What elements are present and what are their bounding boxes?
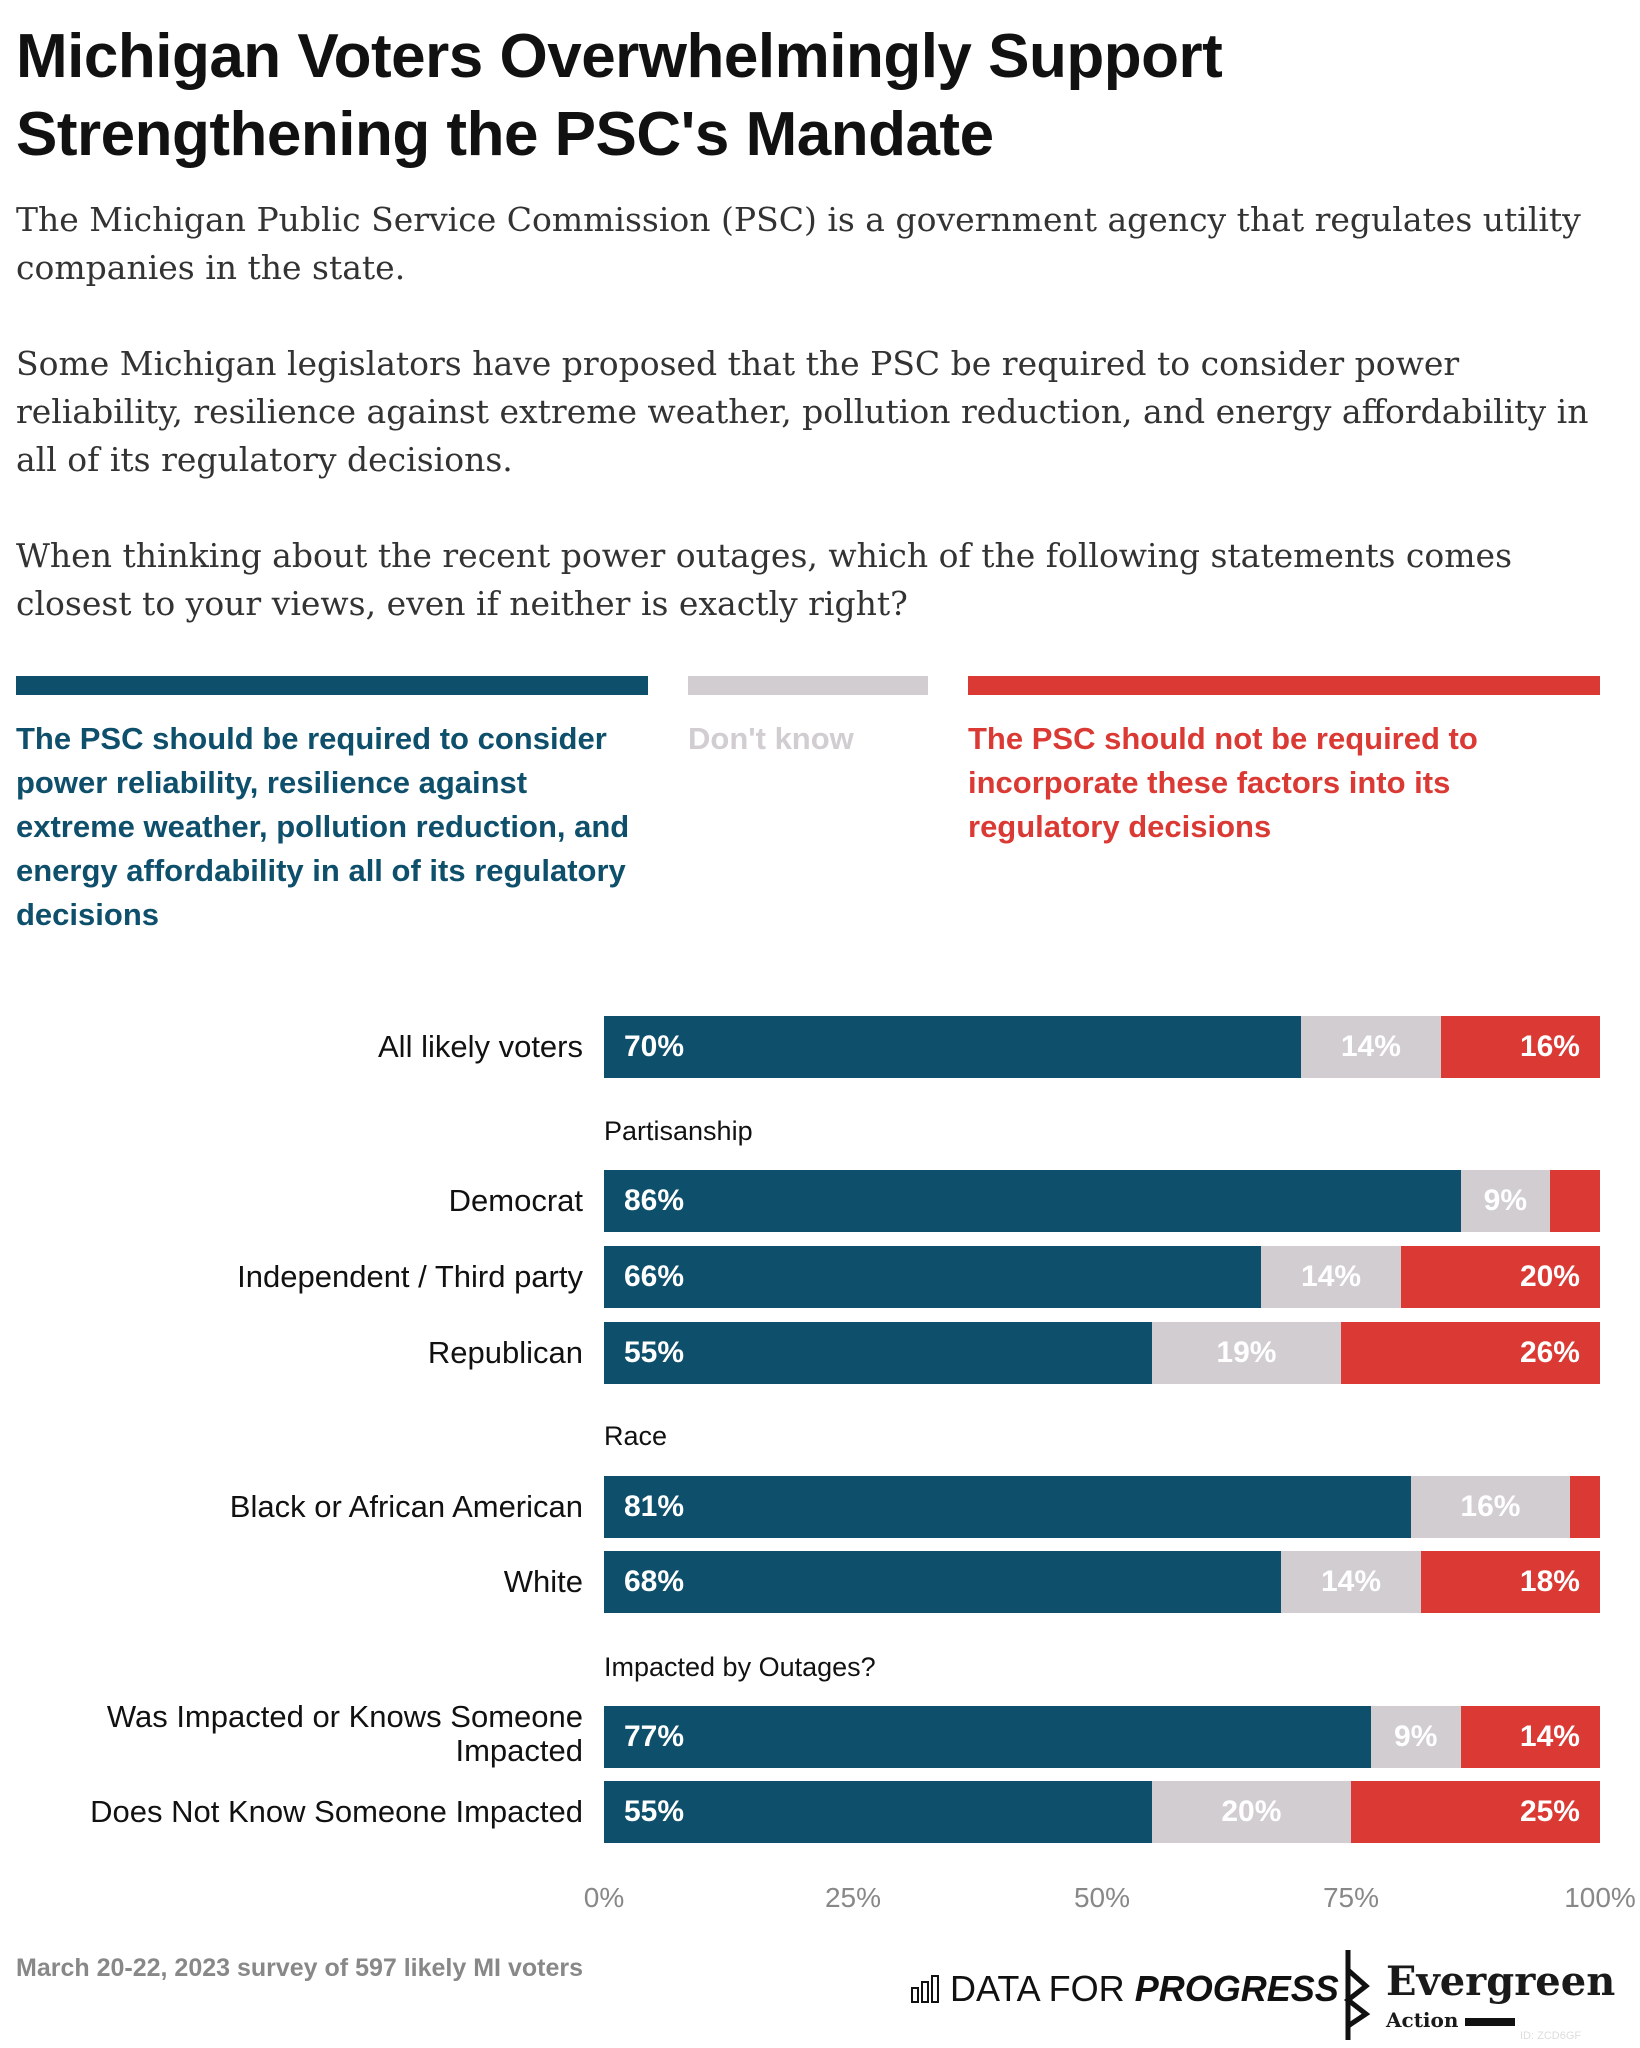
category-label: Independent / Third party: [237, 1259, 583, 1294]
bar-dont-know: 14%: [1301, 1016, 1441, 1078]
chart-id: ID: ZCD6GF: [1520, 2030, 1582, 2042]
data-label: 14%: [1519, 1720, 1580, 1753]
category-label: Was Impacted or Knows Someone Impacted: [106, 1699, 583, 1768]
bar-oppose: 18%: [1420, 1551, 1600, 1613]
bar-dont-know: 20%: [1151, 1781, 1351, 1843]
category-label: White: [503, 1564, 583, 1599]
data-label: 14%: [1340, 1030, 1401, 1063]
legend-label-support: The PSC should be required to consider p…: [16, 721, 630, 932]
x-tick-label: 50%: [1073, 1882, 1131, 1913]
bar-dont-know: 14%: [1261, 1246, 1401, 1308]
bar-oppose: 26%: [1341, 1322, 1600, 1384]
legend-swatch-oppose: [968, 676, 1600, 695]
category-label: Does Not Know Someone Impacted: [90, 1794, 583, 1829]
bar-oppose: [1570, 1476, 1600, 1538]
bar-support: 81%: [604, 1476, 1411, 1538]
data-label: 9%: [1483, 1184, 1528, 1217]
bar-dont-know: 19%: [1151, 1322, 1342, 1384]
evergreen-action-logo: Evergreen Action: [1342, 1950, 1615, 2040]
bar-row: 86% 9%: [604, 1170, 1600, 1232]
data-label: 20%: [1519, 1260, 1580, 1293]
data-label: 20%: [1221, 1795, 1282, 1828]
data-label: 86%: [624, 1184, 685, 1217]
data-label: 66%: [624, 1260, 685, 1293]
bar-row: 77% 9% 14%: [604, 1706, 1600, 1768]
bar-oppose: 16%: [1440, 1016, 1600, 1078]
legend-swatch-support: [16, 676, 648, 695]
bar-dont-know: 9%: [1460, 1170, 1551, 1232]
bar-support: 55%: [604, 1781, 1152, 1843]
bar-support: 55%: [604, 1322, 1152, 1384]
category-label: Republican: [427, 1335, 583, 1370]
data-for-progress-logo: DATA FOR PROGRESS: [910, 1968, 1339, 2010]
intro-paragraph: Some Michigan legislators have proposed …: [16, 344, 1589, 479]
data-label: 16%: [1460, 1490, 1521, 1523]
data-label: 26%: [1519, 1336, 1580, 1369]
bar-oppose: 20%: [1400, 1246, 1600, 1308]
category-label: All likely voters: [378, 1029, 583, 1064]
bar-row: 66% 14% 20%: [604, 1246, 1600, 1308]
intro-text: The Michigan Public Service Commission (…: [16, 196, 1616, 676]
data-label: 9%: [1394, 1720, 1438, 1753]
bar-dont-know: 9%: [1370, 1706, 1461, 1768]
x-tick-label: 0%: [583, 1882, 625, 1913]
x-tick-label: 100%: [1564, 1882, 1636, 1913]
data-label: 14%: [1301, 1260, 1362, 1293]
group-label: Impacted by Outages?: [604, 1652, 876, 1682]
question-text: When thinking about the recent power out…: [16, 536, 1513, 623]
bar-support: 66%: [604, 1246, 1262, 1308]
logo-sub: Action: [1386, 2008, 1516, 2032]
bar-support: 70%: [604, 1016, 1302, 1078]
data-label: 14%: [1320, 1565, 1381, 1598]
bar-chart-icon: [911, 1975, 939, 2003]
bar-dont-know: 14%: [1281, 1551, 1421, 1613]
data-label: 25%: [1519, 1795, 1580, 1828]
bar-oppose: 25%: [1350, 1781, 1600, 1843]
bar-row: 70% 14% 16%: [604, 1016, 1600, 1078]
bar-support: 77%: [604, 1706, 1371, 1768]
intro-paragraph: The Michigan Public Service Commission (…: [16, 200, 1581, 287]
data-label: 18%: [1519, 1565, 1580, 1598]
chart-title: Michigan Voters Overwhelmingly Support S…: [16, 22, 1223, 169]
data-label: 19%: [1216, 1336, 1277, 1369]
survey-note: March 20-22, 2023 survey of 597 likely M…: [16, 1954, 583, 1982]
data-label: 77%: [624, 1720, 685, 1753]
bar-dont-know: 16%: [1410, 1476, 1571, 1538]
evergreen-tree-icon: [1343, 1950, 1371, 2040]
x-tick-label: 25%: [824, 1882, 882, 1913]
bar-row: 81% 16%: [604, 1476, 1600, 1538]
legend-swatch-dont-know: [688, 676, 928, 695]
logo-text-bold: PROGRESS: [1134, 1968, 1339, 2009]
data-label: 16%: [1519, 1030, 1580, 1063]
legend-support: The PSC should be required to consider p…: [16, 676, 648, 937]
category-label: Black or African American: [229, 1489, 583, 1524]
x-tick-label: 75%: [1322, 1882, 1380, 1913]
legend-dont-know: Don't know: [688, 676, 928, 761]
bar-oppose: 14%: [1460, 1706, 1600, 1768]
group-label: Partisanship: [604, 1116, 753, 1146]
bar-oppose: [1550, 1170, 1600, 1232]
bar-row: 55% 19% 26%: [604, 1322, 1600, 1384]
legend-label-dont-know: Don't know: [688, 721, 854, 756]
group-label: Race: [604, 1421, 668, 1451]
legend-oppose: The PSC should not be required to incorp…: [968, 676, 1600, 849]
data-label: 81%: [624, 1490, 685, 1523]
logo-name: Evergreen: [1386, 1958, 1616, 2005]
bar-support: 86%: [604, 1170, 1461, 1232]
bar-row: 55% 20% 25%: [604, 1781, 1600, 1843]
category-label: Democrat: [448, 1183, 583, 1218]
data-label: 55%: [624, 1795, 685, 1828]
data-label: 68%: [624, 1565, 685, 1598]
data-label: 55%: [624, 1336, 685, 1369]
bar-support: 68%: [604, 1551, 1282, 1613]
data-label: 70%: [624, 1030, 685, 1063]
legend-label-oppose: The PSC should not be required to incorp…: [968, 721, 1478, 844]
logo-text: DATA FOR: [950, 1968, 1135, 2009]
bar-row: 68% 14% 18%: [604, 1551, 1600, 1613]
